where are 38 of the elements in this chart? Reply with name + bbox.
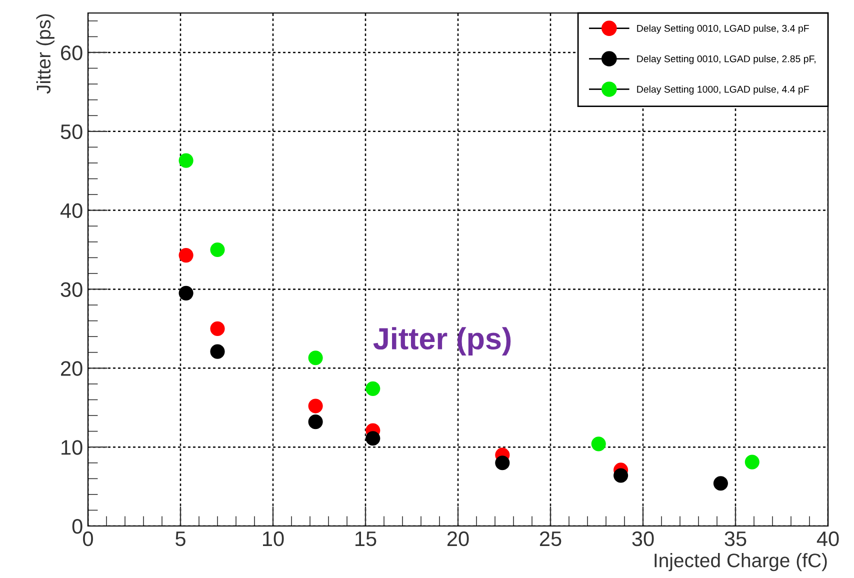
legend-label: Delay Setting 0010, LGAD pulse, 3.4 pF — [637, 24, 809, 34]
point — [210, 344, 225, 359]
legend-label: Delay Setting 1000, LGAD pulse, 4.4 pF — [637, 86, 809, 95]
y-tick-label: 30 — [60, 282, 82, 297]
point — [178, 153, 194, 168]
point — [366, 381, 380, 396]
y-tick-label: 50 — [60, 124, 82, 140]
point — [308, 350, 323, 366]
x-tick-label: 35 — [724, 531, 746, 546]
point — [210, 321, 225, 336]
x-tick-label: 10 — [263, 531, 284, 546]
point — [614, 468, 628, 483]
point — [495, 456, 510, 470]
point — [744, 454, 760, 470]
y-tick-label: 0 — [72, 519, 82, 534]
x-tick-label: 25 — [540, 531, 562, 546]
point — [178, 248, 194, 263]
point — [178, 286, 194, 300]
point — [591, 436, 606, 452]
point — [210, 242, 225, 258]
x-tick-label: 20 — [447, 531, 469, 546]
point — [308, 398, 323, 414]
x-tick-label: 40 — [816, 531, 839, 546]
annotation: Jitter (ps) — [373, 327, 511, 356]
y-tick-label: 40 — [60, 203, 82, 218]
y-axis-title: Jitter (ps) — [36, 14, 54, 94]
x-tick-label: 30 — [632, 531, 654, 546]
point — [366, 431, 380, 446]
y-tick-label: 60 — [61, 45, 82, 60]
y-tick-label: 20 — [61, 361, 82, 376]
y-tick-label: 10 — [62, 440, 82, 455]
x-tick-label: 0 — [83, 531, 93, 546]
point — [713, 476, 728, 491]
x-tick-label: 5 — [176, 532, 186, 546]
x-tick-label: 15 — [356, 532, 376, 546]
point — [308, 414, 323, 430]
x-axis-title: Injected Charge (fC) — [654, 553, 827, 572]
legend-label: Delay Setting 0010, LGAD pulse, 2.85 pF, — [637, 55, 816, 64]
